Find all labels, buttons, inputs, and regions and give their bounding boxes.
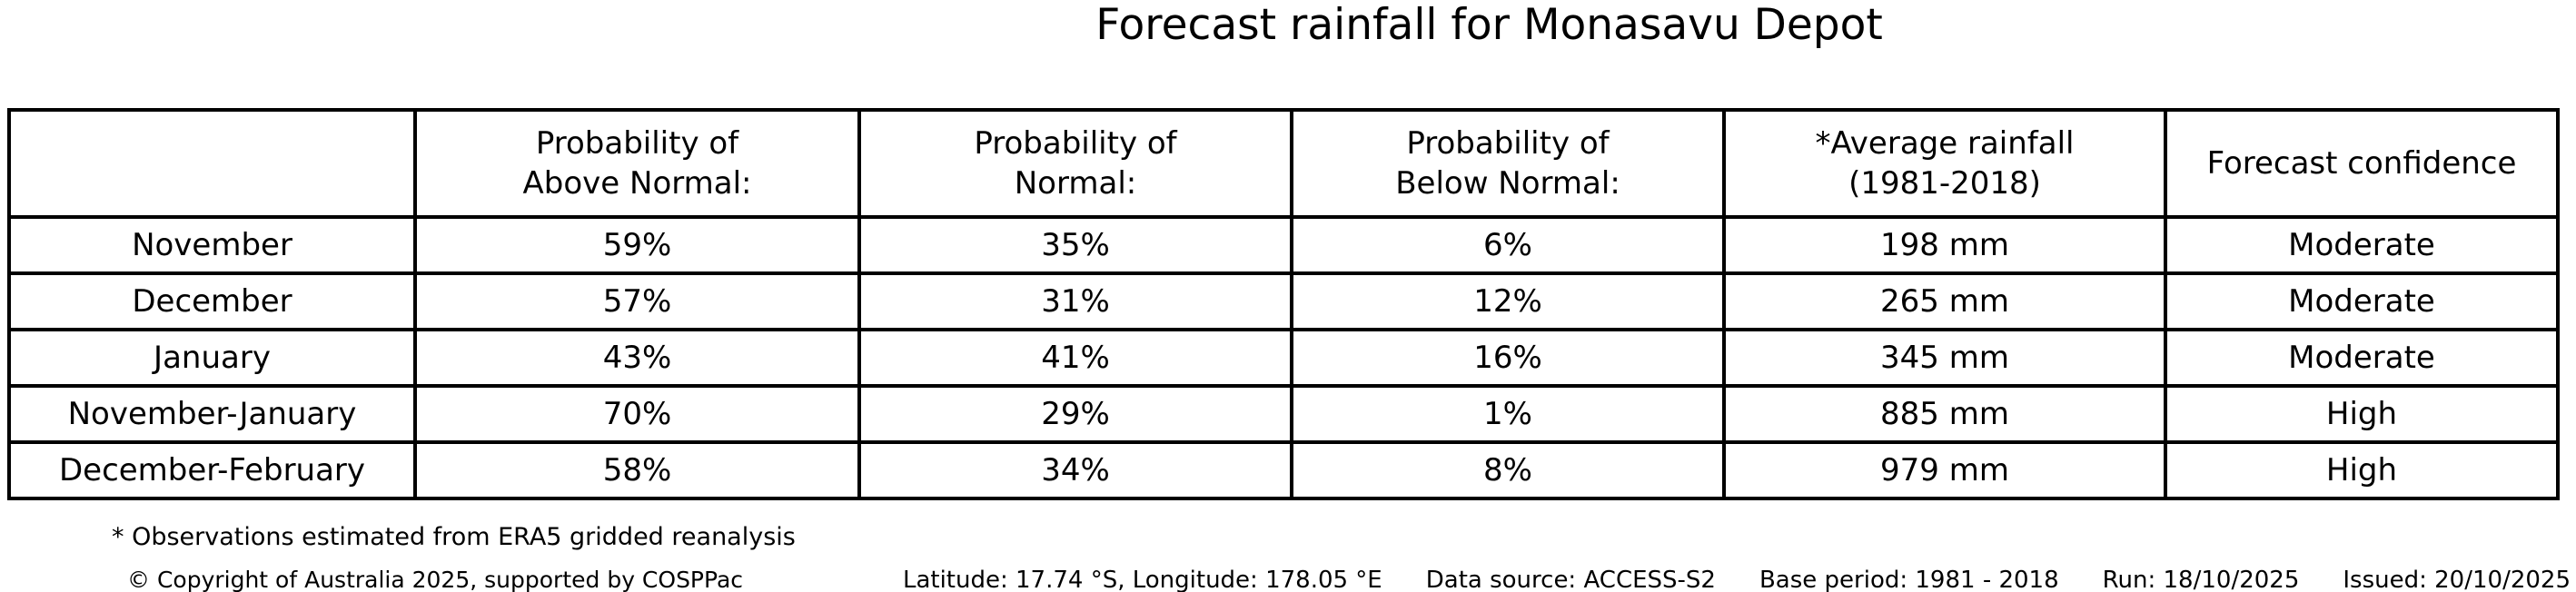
header-cell-average-rainfall: *Average rainfall (1981-2018) [1722, 108, 2167, 219]
table-row: November-January 70% 29% 1% 885 mm High [7, 384, 2560, 444]
cell-average-rainfall: 198 mm [1722, 215, 2167, 275]
coordinates-label: Latitude: 17.74 °S, Longitude: 178.05 °E [902, 567, 1382, 592]
cell-prob-above: 59% [413, 215, 861, 275]
cell-confidence: High [2164, 440, 2560, 500]
cell-prob-above: 43% [413, 328, 861, 388]
cell-average-rainfall: 885 mm [1722, 384, 2167, 444]
cell-prob-normal: 31% [857, 271, 1293, 331]
header-cell-normal: Probability of Normal: [857, 108, 1293, 219]
cell-period: December-February [7, 440, 417, 500]
run-date-label: Run: 18/10/2025 [2102, 567, 2300, 592]
cell-prob-normal: 41% [857, 328, 1293, 388]
header-cell-above-normal: Probability of Above Normal: [413, 108, 861, 219]
table-row: November 59% 35% 6% 198 mm Moderate [7, 215, 2560, 275]
observations-footnote: * Observations estimated from ERA5 gridd… [112, 523, 796, 551]
table-row: December 57% 31% 12% 265 mm Moderate [7, 271, 2560, 331]
cell-prob-above: 57% [413, 271, 861, 331]
cell-confidence: High [2164, 384, 2560, 444]
copyright-notice: © Copyright of Australia 2025, supported… [127, 567, 744, 592]
header-cell-below-normal: Probability of Below Normal: [1290, 108, 1726, 219]
table-row: December-February 58% 34% 8% 979 mm High [7, 440, 2560, 500]
cell-period: November [7, 215, 417, 275]
cell-period: January [7, 328, 417, 388]
header-cell-forecast-confidence: Forecast confidence [2164, 108, 2560, 219]
cell-confidence: Moderate [2164, 271, 2560, 331]
cell-period: November-January [7, 384, 417, 444]
forecast-table: Probability of Above Normal: Probability… [7, 108, 2560, 500]
cell-average-rainfall: 265 mm [1722, 271, 2167, 331]
cell-prob-below: 1% [1290, 384, 1726, 444]
cell-prob-normal: 35% [857, 215, 1293, 275]
data-source-label: Data source: ACCESS-S2 [1425, 567, 1716, 592]
cell-prob-below: 8% [1290, 440, 1726, 500]
cell-prob-below: 16% [1290, 328, 1726, 388]
base-period-label: Base period: 1981 - 2018 [1759, 567, 2059, 592]
cell-average-rainfall: 979 mm [1722, 440, 2167, 500]
cell-confidence: Moderate [2164, 215, 2560, 275]
cell-average-rainfall: 345 mm [1722, 328, 2167, 388]
page-title: Forecast rainfall for Monasavu Depot [1095, 0, 1883, 50]
issued-date-label: Issued: 20/10/2025 [2343, 567, 2571, 592]
cell-prob-below: 12% [1290, 271, 1726, 331]
cell-confidence: Moderate [2164, 328, 2560, 388]
cell-prob-below: 6% [1290, 215, 1726, 275]
header-cell-empty [7, 108, 417, 219]
cell-prob-normal: 34% [857, 440, 1293, 500]
cell-prob-normal: 29% [857, 384, 1293, 444]
table-row: January 43% 41% 16% 345 mm Moderate [7, 328, 2560, 388]
metadata-bar: Latitude: 17.74 °S, Longitude: 178.05 °E… [903, 567, 2571, 592]
cell-prob-above: 70% [413, 384, 861, 444]
header-row: Probability of Above Normal: Probability… [7, 108, 2560, 219]
cell-prob-above: 58% [413, 440, 861, 500]
cell-period: December [7, 271, 417, 331]
